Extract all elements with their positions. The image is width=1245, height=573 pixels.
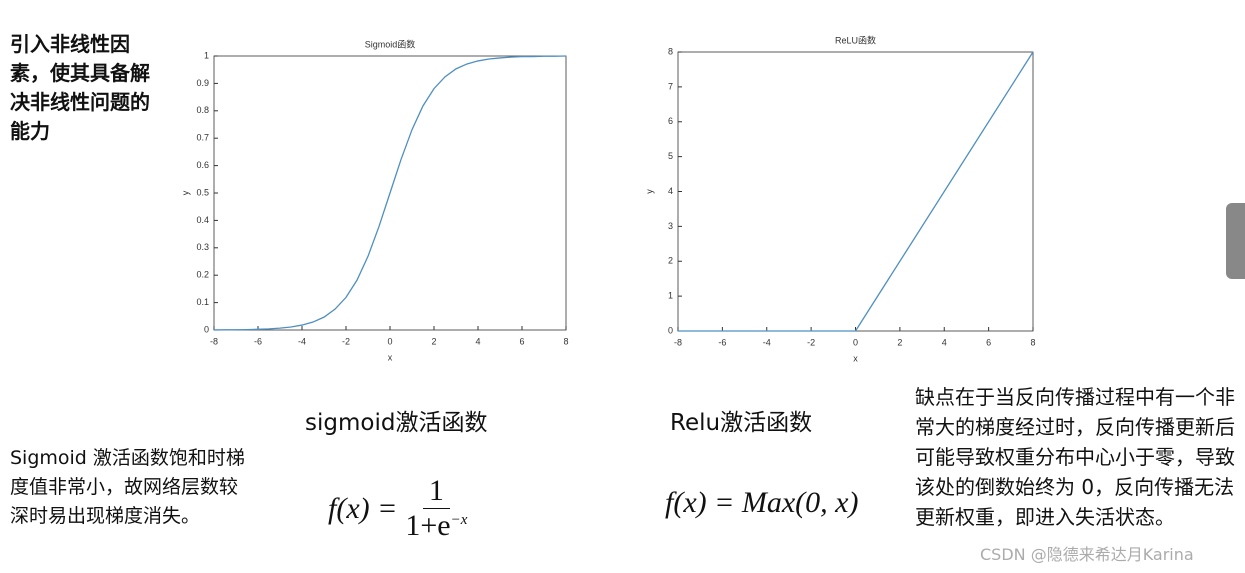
line xyxy=(678,51,1034,332)
exponent: −x xyxy=(450,512,468,528)
y-tick-label: 8 xyxy=(668,46,673,56)
y-tick-label: 6 xyxy=(668,116,673,126)
x-tick-label: -8 xyxy=(210,336,218,346)
sigmoid-note: Sigmoid 激活函数饱和时梯度值非常小，故网络层数较深时易出现梯度消失。 xyxy=(10,447,245,527)
intro-text: 引入非线性因素，使其具备解决非线性问题的能力 xyxy=(10,32,150,143)
x-tick-label: -4 xyxy=(763,337,771,347)
denominator: 1+e−x xyxy=(405,509,467,543)
x-tick-label: 8 xyxy=(1030,337,1035,347)
x-axis-label: x xyxy=(388,352,393,362)
x-tick-label: -6 xyxy=(254,336,262,346)
x-tick-label: 6 xyxy=(519,336,524,346)
x-tick-label: -4 xyxy=(298,336,306,346)
plot-area xyxy=(677,51,1034,332)
y-tick-label: 4 xyxy=(668,186,673,196)
y-tick-label: 0.6 xyxy=(196,160,209,170)
y-tick-label: 0.4 xyxy=(196,215,209,225)
y-tick-label: 0 xyxy=(204,324,209,334)
y-tick-label: 2 xyxy=(668,256,673,266)
y-tick-label: 0.1 xyxy=(196,297,209,307)
y-tick-label: 1 xyxy=(204,50,209,60)
x-tick-label: -8 xyxy=(674,337,682,347)
numerator: 1 xyxy=(422,474,450,509)
x-tick-label: 0 xyxy=(387,336,392,346)
x-tick-label: 4 xyxy=(475,336,480,346)
y-tick-label: 0.8 xyxy=(196,105,209,115)
x-axis-label: x xyxy=(853,353,858,363)
x-tick-label: 2 xyxy=(897,337,902,347)
y-tick-label: 0.9 xyxy=(196,78,209,88)
relu-formula: f(x) = Max(0, x) xyxy=(665,486,859,519)
line xyxy=(213,55,567,331)
denominator-base: 1+e xyxy=(405,509,451,542)
x-tick-label: 0 xyxy=(853,337,858,347)
x-tick-label: -2 xyxy=(342,336,350,346)
formula-lhs: f(x) = xyxy=(328,491,398,525)
y-tick-label: 0.7 xyxy=(196,133,209,143)
caption: sigmoid激活函数 xyxy=(305,410,488,436)
chart-title: ReLU函数 xyxy=(835,34,876,45)
caption: Relu激活函数 xyxy=(670,410,813,436)
y-tick-label: 0.3 xyxy=(196,242,209,252)
y-tick-label: 1 xyxy=(668,291,673,301)
chart-title: Sigmoid函数 xyxy=(365,38,416,49)
y-tick-label: 3 xyxy=(668,221,673,231)
y-tick-label: 0.5 xyxy=(196,187,209,197)
x-tick-label: 2 xyxy=(431,336,436,346)
watermark: CSDN @隐德来希达月Karina xyxy=(980,545,1194,564)
y-tick-label: 0.2 xyxy=(196,270,209,280)
x-tick-label: -6 xyxy=(718,337,726,347)
sigmoid-formula: f(x) = 1 1+e−x xyxy=(328,474,467,543)
y-tick-label: 7 xyxy=(668,81,673,91)
x-tick-label: 6 xyxy=(986,337,991,347)
charts: Sigmoid函数 -8 -6 -4 -2 0 2 4 6 8 0 0.1 0.2 0.3 0.4 0.5 0.… xyxy=(180,34,1035,363)
relu-note: 缺点在于当反向传播过程中有一个非常大的梯度经过时，反向传播更新后可能导致权重分布… xyxy=(915,385,1235,529)
y-tick-label: 0 xyxy=(668,325,673,335)
y-axis-label: y xyxy=(644,189,654,194)
y-tick-label: 5 xyxy=(668,151,673,161)
x-tick-label: 4 xyxy=(942,337,947,347)
fraction: 1 1+e−x xyxy=(405,474,467,543)
y-axis-label: y xyxy=(180,190,190,195)
x-tick-label: -2 xyxy=(807,337,815,347)
side-tab[interactable] xyxy=(1226,203,1245,279)
x-tick-label: 8 xyxy=(563,336,568,346)
